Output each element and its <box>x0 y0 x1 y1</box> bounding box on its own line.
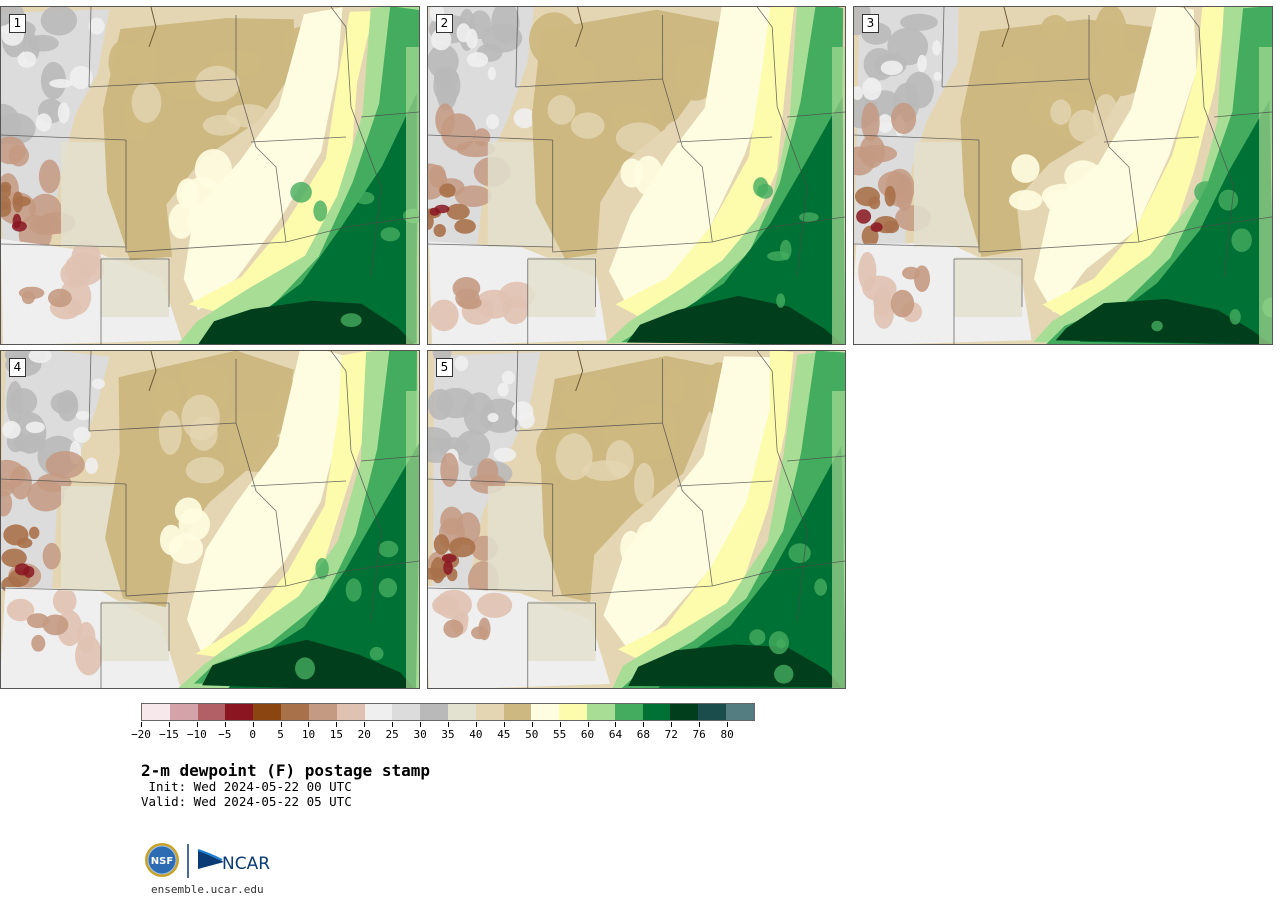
colorbar-tick-label: 30 <box>413 728 427 741</box>
colorbar-tick-label: 72 <box>664 728 678 741</box>
colorbar-segment <box>197 704 226 720</box>
svg-text:NCAR: NCAR <box>222 854 270 874</box>
panel-number-label: 2 <box>436 14 453 33</box>
colorbar-segment <box>475 704 504 720</box>
colorbar-segment <box>447 704 476 720</box>
colorbar-tick-label: 60 <box>580 728 595 741</box>
colorbar-tick-label: 55 <box>553 728 567 741</box>
colorbar-tick <box>252 722 254 727</box>
colorbar-tick <box>475 722 477 727</box>
colorbar-segment <box>614 704 643 720</box>
colorbar-segment <box>253 704 282 720</box>
colorbar-segment <box>531 704 560 720</box>
colorbar-tick-label: 0 <box>249 728 256 741</box>
colorbar-tick-label: 5 <box>277 728 284 741</box>
colorbar-tick-label: 20 <box>357 728 371 741</box>
panel-number-label: 5 <box>436 358 453 377</box>
colorbar-segment <box>726 704 754 720</box>
panel-number-label: 1 <box>9 14 26 33</box>
site-url: ensemble.ucar.edu <box>151 883 264 896</box>
colorbar-segment <box>308 704 337 720</box>
colorbar-tick <box>392 722 394 727</box>
colorbar-segment <box>281 704 309 720</box>
colorbar-segment <box>169 704 198 720</box>
panel-number-label: 3 <box>862 14 879 33</box>
colorbar-tick <box>727 722 729 727</box>
colorbar-segment <box>225 704 254 720</box>
colorbar-segment <box>364 704 393 720</box>
colorbar-tick <box>280 722 282 727</box>
ncar-logo: NCAR <box>197 849 270 874</box>
colorbar-segment <box>559 704 587 720</box>
colorbar-tick-label: 40 <box>469 728 483 741</box>
logo-bar: NSF NCAR <box>144 842 274 882</box>
colorbar-tick-label: 25 <box>385 728 399 741</box>
svg-text:NSF: NSF <box>151 856 173 867</box>
colorbar-tick <box>699 722 701 727</box>
colorbar-tick <box>308 722 310 727</box>
panel-number-label: 4 <box>9 358 26 377</box>
init-time: Init: Wed 2024-05-22 00 UTC <box>141 779 352 794</box>
colorbar-tick-label: −10 <box>186 728 207 741</box>
colorbar-tick-label: −5 <box>218 728 232 741</box>
colorbar-segment <box>503 704 532 720</box>
colorbar-tick-label: 15 <box>329 728 343 741</box>
map-panel-3: 3 <box>853 6 1273 345</box>
colorbar-tick <box>168 722 170 727</box>
colorbar-tick-label: 50 <box>525 728 539 741</box>
colorbar-tick-labels: −20 −15 −10 −5 0 5 10 15 20 25 30 35 40 45 50 55 60 64 68 7… <box>131 722 755 744</box>
colorbar-tick <box>196 722 198 727</box>
colorbar-tick <box>503 722 505 727</box>
colorbar-segment <box>336 704 365 720</box>
colorbar-tick <box>615 722 617 727</box>
map-panel-1: 1 <box>0 6 420 345</box>
colorbar-tick-label: 68 <box>636 728 650 741</box>
colorbar-tick-label: −15 <box>158 728 179 741</box>
colorbar-tick <box>364 722 366 727</box>
colorbar-tick <box>671 722 673 727</box>
colorbar-tick <box>420 722 422 727</box>
colorbar-tick-label: 45 <box>497 728 511 741</box>
colorbar-tick <box>643 722 645 727</box>
colorbar-tick-label: 76 <box>692 728 706 741</box>
colorbar-tick-label: 35 <box>441 728 455 741</box>
colorbar-tick-label: 64 <box>608 728 623 741</box>
colorbar-segment <box>142 704 170 720</box>
map-panel-2: 2 <box>427 6 846 345</box>
map-title: 2-m dewpoint (F) postage stamp <box>141 761 430 780</box>
map-panel-5: 5 <box>427 350 846 689</box>
colorbar-segment <box>392 704 421 720</box>
nsf-logo: NSF <box>145 843 179 877</box>
colorbar-tick <box>531 722 533 727</box>
dewpoint-colorbar <box>141 703 755 721</box>
colorbar-tick <box>448 722 449 727</box>
colorbar-tick <box>559 722 561 727</box>
colorbar-segment <box>420 704 448 720</box>
colorbar-segment <box>698 704 727 720</box>
colorbar-segment <box>670 704 699 720</box>
colorbar-tick-label: 10 <box>301 728 316 741</box>
colorbar-segment <box>587 704 615 720</box>
colorbar-tick-label: 80 <box>720 728 734 741</box>
colorbar-segment <box>642 704 671 720</box>
map-panel-4: 4 <box>0 350 420 689</box>
valid-time: Valid: Wed 2024-05-22 05 UTC <box>141 794 352 809</box>
colorbar-tick-label: −20 <box>131 728 151 741</box>
colorbar-tick <box>336 722 338 727</box>
colorbar-tick <box>587 722 589 727</box>
colorbar-tick <box>141 722 142 727</box>
colorbar-tick <box>224 722 226 727</box>
